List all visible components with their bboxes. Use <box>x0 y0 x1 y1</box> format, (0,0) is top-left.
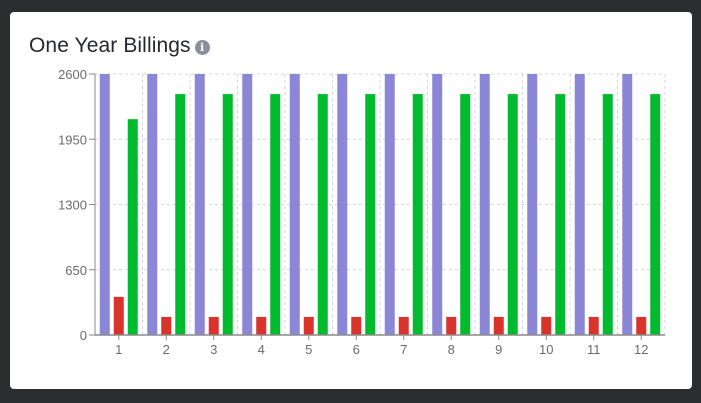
card-title: One Year Billings <box>29 34 191 57</box>
bar-series1-11[interactable] <box>574 74 585 335</box>
bar-series3-12[interactable] <box>650 94 661 335</box>
bar-series3-3[interactable] <box>222 94 233 335</box>
x-tick-label: 8 <box>448 342 455 357</box>
y-tick-label: 2600 <box>58 67 87 82</box>
bar-series3-11[interactable] <box>602 94 613 335</box>
x-tick-label: 5 <box>305 342 312 357</box>
bar-series2-4[interactable] <box>256 316 267 335</box>
bar-series1-5[interactable] <box>289 74 300 335</box>
bar-series1-12[interactable] <box>622 74 633 335</box>
y-tick-label: 1300 <box>58 198 87 213</box>
bar-series2-11[interactable] <box>588 316 599 335</box>
bar-series3-8[interactable] <box>460 94 471 335</box>
x-tick-label: 10 <box>539 342 553 357</box>
card-header: One Year Billings i <box>29 34 210 58</box>
x-tick-label: 7 <box>400 342 407 357</box>
x-tick-label: 3 <box>210 342 217 357</box>
bar-series3-4[interactable] <box>270 94 281 335</box>
bar-series2-3[interactable] <box>208 316 219 335</box>
y-tick-label: 1950 <box>58 132 87 147</box>
bar-series1-1[interactable] <box>99 74 110 335</box>
bar-series2-5[interactable] <box>303 316 314 335</box>
bar-series2-8[interactable] <box>446 316 457 335</box>
bar-series1-9[interactable] <box>479 74 490 335</box>
bar-series1-4[interactable] <box>242 74 253 335</box>
x-tick-label: 4 <box>258 342 265 357</box>
bar-series2-9[interactable] <box>493 316 504 335</box>
bar-series1-2[interactable] <box>147 74 158 335</box>
bar-series3-10[interactable] <box>555 94 566 335</box>
bar-series1-8[interactable] <box>432 74 443 335</box>
bar-series3-5[interactable] <box>317 94 328 335</box>
bar-series3-6[interactable] <box>365 94 376 335</box>
y-tick-label: 0 <box>80 328 87 343</box>
bar-series1-3[interactable] <box>194 74 205 335</box>
x-tick-label: 9 <box>495 342 502 357</box>
bar-series2-2[interactable] <box>161 316 172 335</box>
bar-series3-9[interactable] <box>507 94 518 335</box>
bar-series2-1[interactable] <box>113 296 124 335</box>
x-tick-label: 1 <box>115 342 122 357</box>
bar-series3-1[interactable] <box>127 119 138 335</box>
x-tick-label: 12 <box>634 342 648 357</box>
bar-series2-10[interactable] <box>541 316 552 335</box>
x-tick-label: 2 <box>163 342 170 357</box>
y-tick-label: 650 <box>65 263 87 278</box>
bar-series3-7[interactable] <box>412 94 423 335</box>
bar-series3-2[interactable] <box>175 94 186 335</box>
info-icon[interactable]: i <box>194 39 210 55</box>
bar-series1-10[interactable] <box>527 74 538 335</box>
bar-series1-6[interactable] <box>337 74 348 335</box>
bar-series1-7[interactable] <box>384 74 395 335</box>
bar-series2-7[interactable] <box>398 316 409 335</box>
x-tick-label: 6 <box>353 342 360 357</box>
bar-series2-6[interactable] <box>351 316 362 335</box>
bar-series2-12[interactable] <box>636 316 647 335</box>
x-tick-label: 11 <box>587 342 601 357</box>
